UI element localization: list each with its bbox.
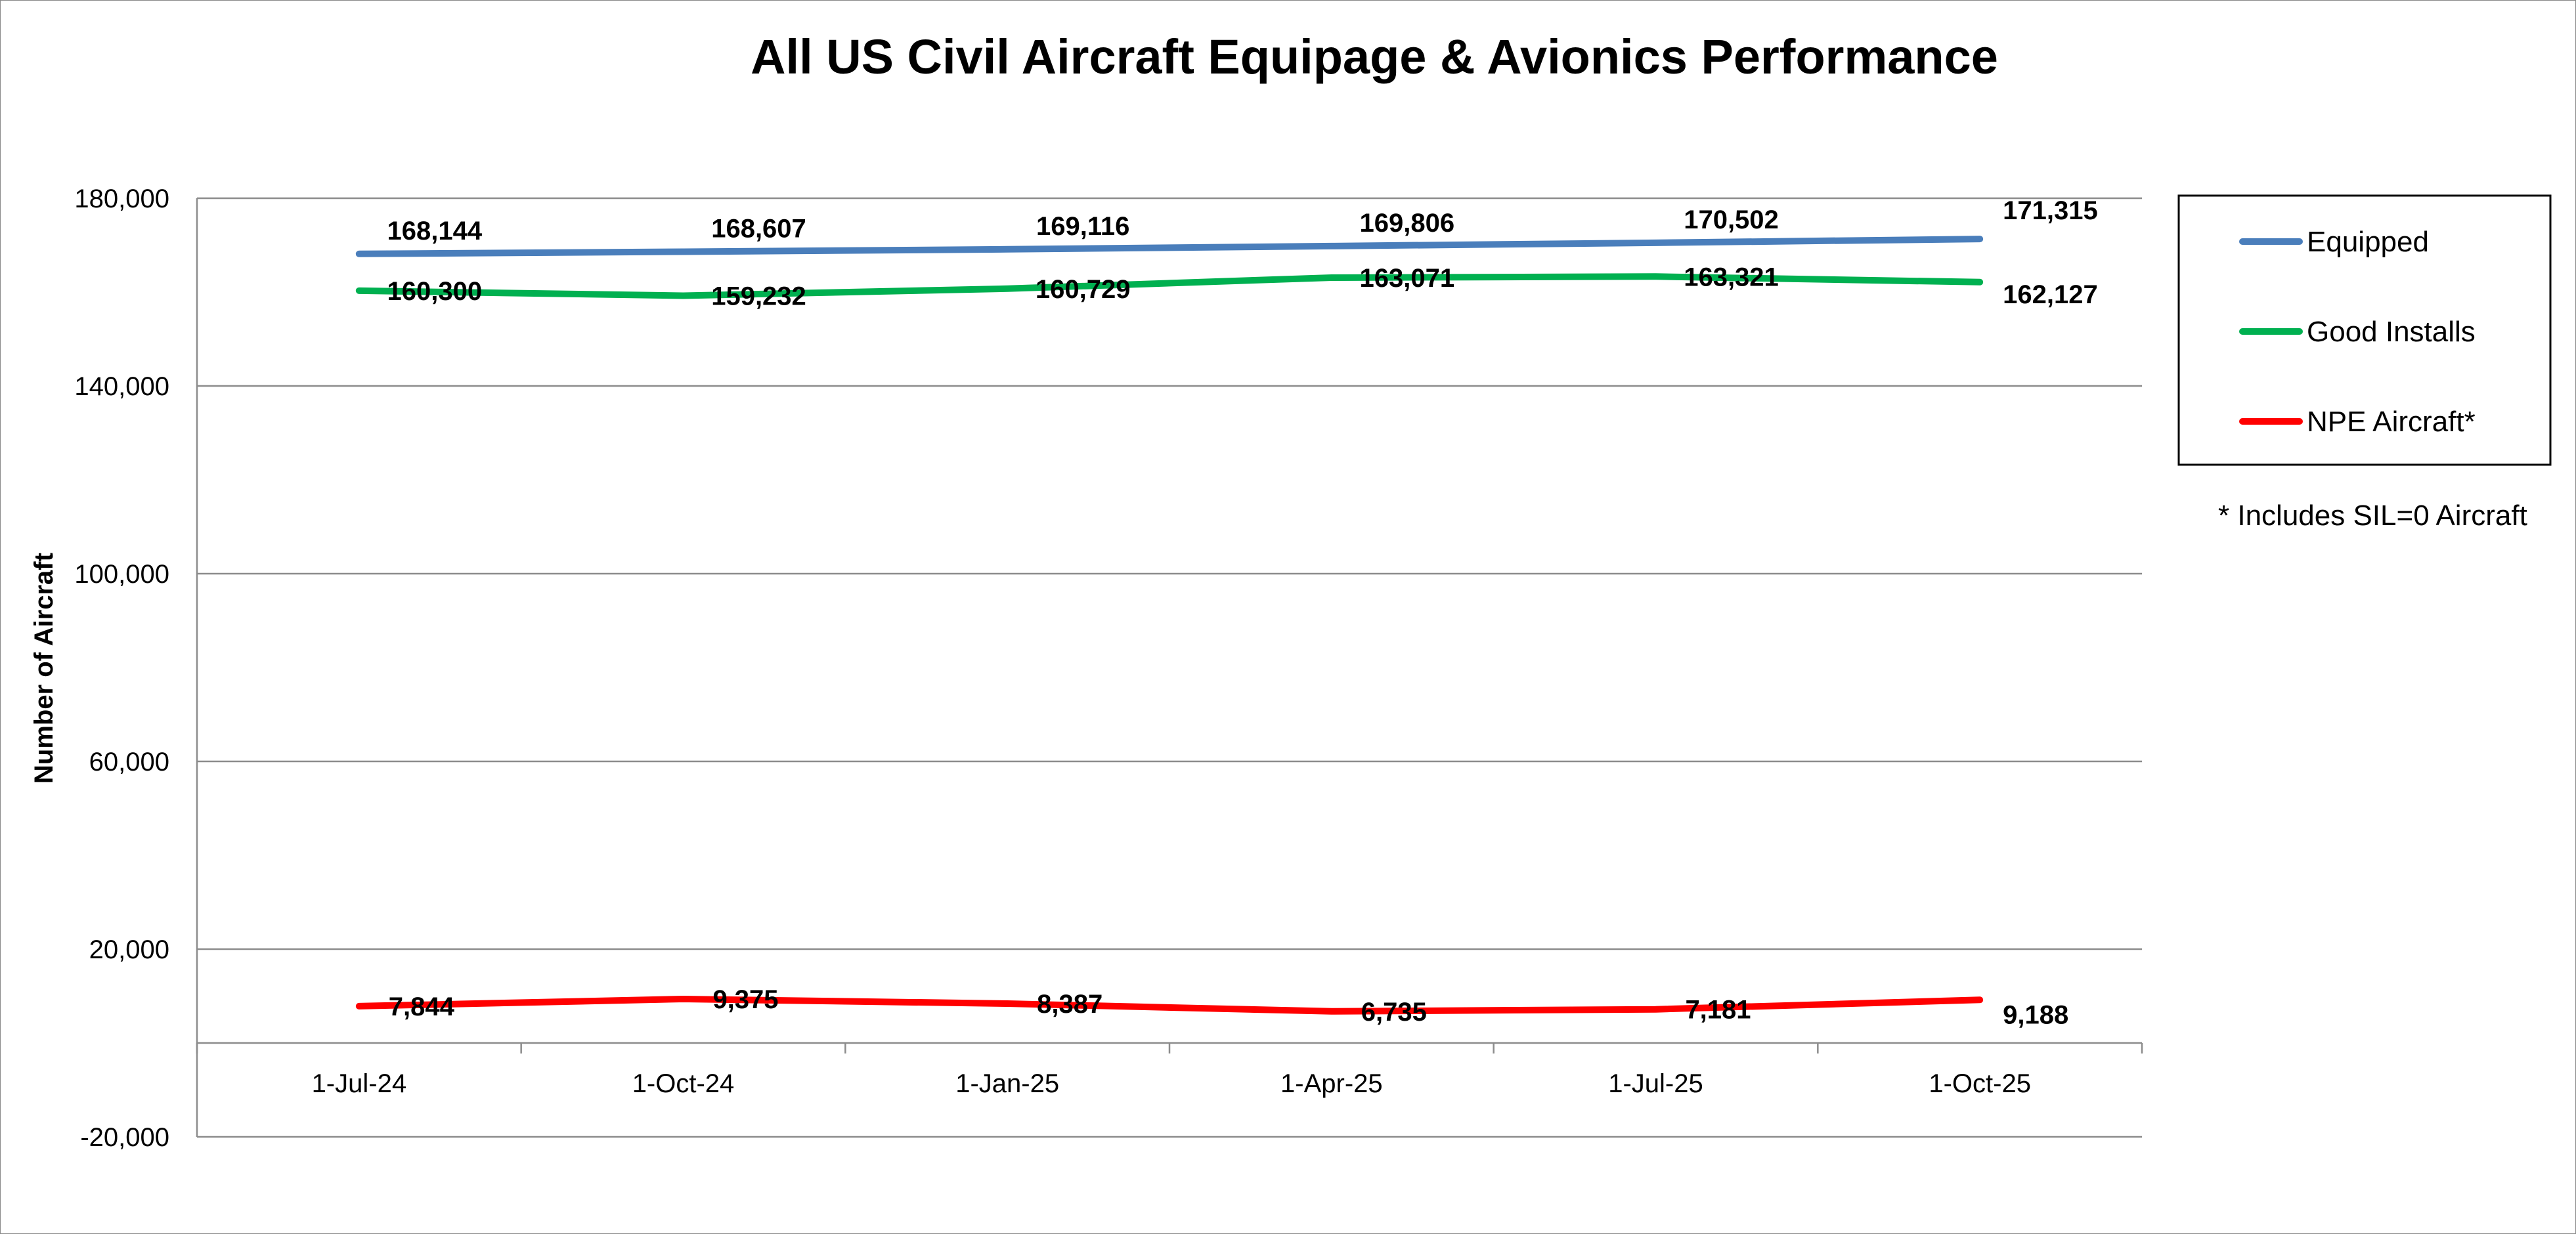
data-label-equipped: 168,144 xyxy=(387,217,483,245)
data-label-equipped: 170,502 xyxy=(1684,205,1779,234)
data-label-npe-aircraft: 9,188 xyxy=(2003,1000,2068,1029)
y-tick-label: 180,000 xyxy=(74,184,169,213)
y-axis-title: Number of Aircraft xyxy=(30,553,58,784)
x-tick-label: 1-Jul-24 xyxy=(312,1069,407,1098)
axes xyxy=(196,198,2143,1137)
y-tick-label: 60,000 xyxy=(89,748,169,777)
data-label-good-installs: 162,127 xyxy=(2003,280,2098,309)
data-label-good-installs: 160,729 xyxy=(1036,275,1131,304)
series-line-npe-aircraft xyxy=(355,996,1984,1015)
data-label-equipped: 168,607 xyxy=(711,214,806,243)
x-tick-label: 1-Oct-25 xyxy=(1929,1069,2031,1098)
data-label-npe-aircraft: 6,735 xyxy=(1361,998,1427,1027)
x-tick-label: 1-Oct-24 xyxy=(632,1069,735,1098)
chart-title: All US Civil Aircraft Equipage & Avionic… xyxy=(751,30,1998,84)
data-labels: 168,144 168,607 169,116 169,806 170,502 171,3… xyxy=(387,196,2098,1029)
data-label-equipped: 171,315 xyxy=(2003,196,2098,225)
y-tick-label: 140,000 xyxy=(74,372,169,401)
data-label-npe-aircraft: 9,375 xyxy=(712,985,778,1014)
legend-label-good-installs: Good Installs xyxy=(2307,316,2476,348)
gridlines xyxy=(197,197,2142,1138)
y-axis-ticks: -20,000 20,000 60,000 100,000 140,000 180,000 xyxy=(74,184,169,1152)
data-label-good-installs: 163,071 xyxy=(1360,264,1455,293)
data-label-equipped: 169,806 xyxy=(1360,209,1455,238)
data-label-equipped: 169,116 xyxy=(1036,212,1129,241)
x-tick-label: 1-Jan-25 xyxy=(955,1069,1059,1098)
y-tick-label: -20,000 xyxy=(80,1123,169,1152)
data-label-npe-aircraft: 7,181 xyxy=(1685,996,1751,1025)
data-label-npe-aircraft: 7,844 xyxy=(389,992,455,1021)
data-label-good-installs: 160,300 xyxy=(387,277,483,306)
y-tick-label: 100,000 xyxy=(74,560,169,589)
data-label-good-installs: 163,321 xyxy=(1684,263,1779,291)
series-line-good-installs xyxy=(355,273,1984,299)
legend-label-npe-aircraft: NPE Aircraft* xyxy=(2307,406,2476,438)
series-line-equipped xyxy=(355,236,1984,257)
data-label-npe-aircraft: 8,387 xyxy=(1037,990,1102,1019)
x-tick-label: 1-Apr-25 xyxy=(1280,1069,1383,1098)
legend: Equipped Good Installs NPE Aircraft* xyxy=(2177,194,2552,466)
data-label-good-installs: 159,232 xyxy=(711,282,806,310)
legend-label-equipped: Equipped xyxy=(2307,226,2429,258)
x-tick-label: 1-Jul-25 xyxy=(1608,1069,1703,1098)
y-tick-label: 20,000 xyxy=(89,935,169,964)
x-axis-ticks: 1-Jul-24 1-Oct-24 1-Jan-25 1-Apr-25 1-Jul-25… xyxy=(312,1069,2031,1098)
footnote: * Includes SIL=0 Aircraft xyxy=(2218,500,2527,532)
series xyxy=(355,236,1984,1015)
